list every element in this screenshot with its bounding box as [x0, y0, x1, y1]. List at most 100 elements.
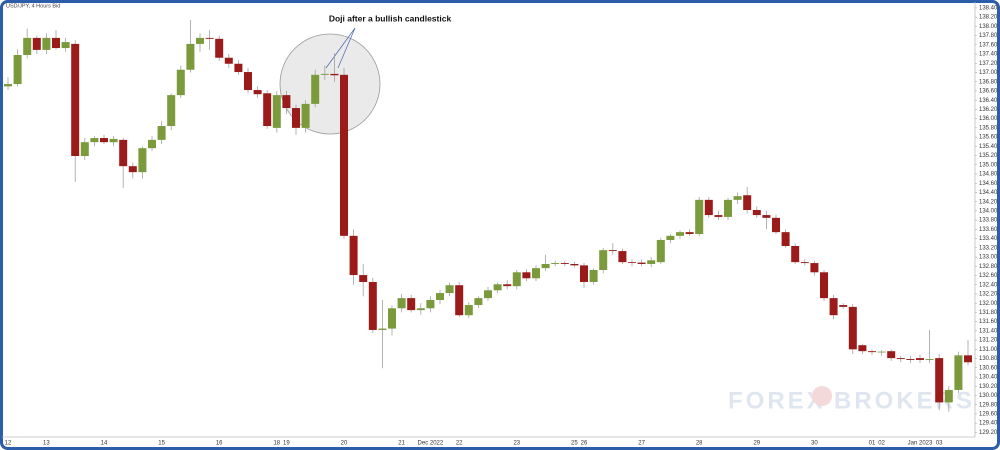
candle-body: [52, 37, 60, 49]
candle-body: [311, 74, 320, 104]
candle-body: [954, 355, 963, 390]
candle-body: [301, 103, 310, 128]
y-tick-label: 130.00: [979, 393, 998, 399]
candle-body: [13, 54, 22, 85]
y-tick-label: 131.20: [979, 338, 998, 344]
y-tick-label: 137.00: [979, 70, 998, 76]
candle-body: [378, 328, 387, 330]
candle-body: [90, 138, 99, 143]
candle-body: [848, 306, 857, 350]
candle-body: [647, 260, 656, 264]
candle-body: [109, 138, 118, 143]
candle-body: [368, 281, 377, 330]
candle-body: [829, 298, 838, 316]
x-tick-label: 20: [341, 441, 348, 447]
candle-body: [100, 138, 108, 143]
y-tick-label: 137.20: [979, 61, 998, 67]
x-tick-label: Jan 2023: [908, 441, 933, 447]
candle-body: [436, 293, 444, 300]
candle-body: [820, 272, 828, 299]
candle-body: [877, 351, 886, 353]
y-tick-label: 134.00: [979, 209, 998, 215]
candle-body: [906, 359, 915, 360]
y-tick-label: 132.60: [979, 273, 998, 279]
candle-body: [61, 42, 70, 49]
candle-body: [503, 284, 512, 287]
x-tick-label: 25: [571, 441, 578, 447]
x-tick-label: 02: [878, 441, 885, 447]
y-tick-label: 133.00: [979, 255, 998, 261]
y-tick-label: 133.20: [979, 245, 998, 251]
candle-body: [407, 298, 416, 311]
candle-body: [234, 63, 243, 73]
y-tick-label: 129.80: [979, 402, 998, 408]
candle-body: [580, 265, 588, 282]
y-tick-label: 132.40: [979, 282, 998, 288]
y-tick-label: 138.20: [979, 15, 998, 21]
candle-body: [484, 290, 492, 299]
y-tick-label: 136.20: [979, 107, 998, 113]
candle-body: [714, 215, 723, 217]
candle-body: [618, 251, 627, 263]
candle-body: [695, 199, 704, 234]
x-tick-label: 18: [273, 441, 280, 447]
candle-body: [541, 263, 550, 269]
candle-body: [925, 359, 934, 360]
candle-body: [128, 166, 137, 173]
candle-body: [551, 263, 560, 264]
y-tick-label: 137.40: [979, 52, 998, 58]
candle-body: [743, 195, 752, 211]
y-tick-label: 129.60: [979, 412, 998, 418]
plot: [4, 19, 972, 412]
candle-body: [23, 37, 32, 55]
candle-body: [196, 37, 204, 44]
y-tick-label: 131.00: [979, 347, 998, 353]
candle-body: [80, 142, 89, 157]
candle-body: [224, 57, 233, 64]
candle-body: [244, 72, 252, 91]
candle-body: [772, 217, 780, 233]
candle-body: [512, 272, 521, 287]
candle-body: [292, 108, 300, 128]
candle-body: [608, 250, 617, 252]
candle-body: [445, 285, 454, 294]
x-tick-label: 14: [101, 441, 108, 447]
candle-body: [839, 305, 848, 307]
y-tick-label: 136.40: [979, 98, 998, 104]
x-tick-label: 26: [581, 441, 588, 447]
candle-body: [589, 269, 598, 282]
candle-body: [71, 43, 80, 157]
x-tick-label: 27: [638, 441, 645, 447]
candle-body: [896, 358, 905, 360]
candle-body: [4, 84, 12, 87]
candle-body: [215, 38, 224, 58]
candle-body: [656, 239, 665, 263]
y-tick-label: 135.60: [979, 135, 998, 141]
chart-title: USD/JPY, 4 Hours Bid: [6, 3, 60, 9]
watermark-text: FOREX: [728, 387, 826, 414]
candle-body: [935, 358, 944, 403]
candle-body: [560, 263, 569, 264]
x-tick-label: 21: [398, 441, 405, 447]
x-tick-label: 12: [5, 441, 12, 447]
candle-body: [685, 232, 694, 234]
x-tick-label: 22: [456, 441, 463, 447]
candle-body: [282, 95, 291, 109]
candle-body: [762, 215, 771, 218]
y-tick-label: 137.80: [979, 33, 998, 39]
candle-body: [359, 275, 368, 282]
candle-body: [157, 126, 166, 140]
y-tick-label: 132.80: [979, 264, 998, 270]
y-tick-label: 130.40: [979, 375, 998, 381]
y-tick-label: 135.40: [979, 144, 998, 150]
x-tick-label: 15: [158, 441, 165, 447]
y-tick-label: 134.20: [979, 199, 998, 205]
candle-body: [42, 37, 51, 50]
candle-body: [253, 90, 262, 95]
candle-body: [167, 95, 176, 127]
y-tick-label: 131.40: [979, 328, 998, 334]
x-tick-label: 03: [936, 441, 943, 447]
